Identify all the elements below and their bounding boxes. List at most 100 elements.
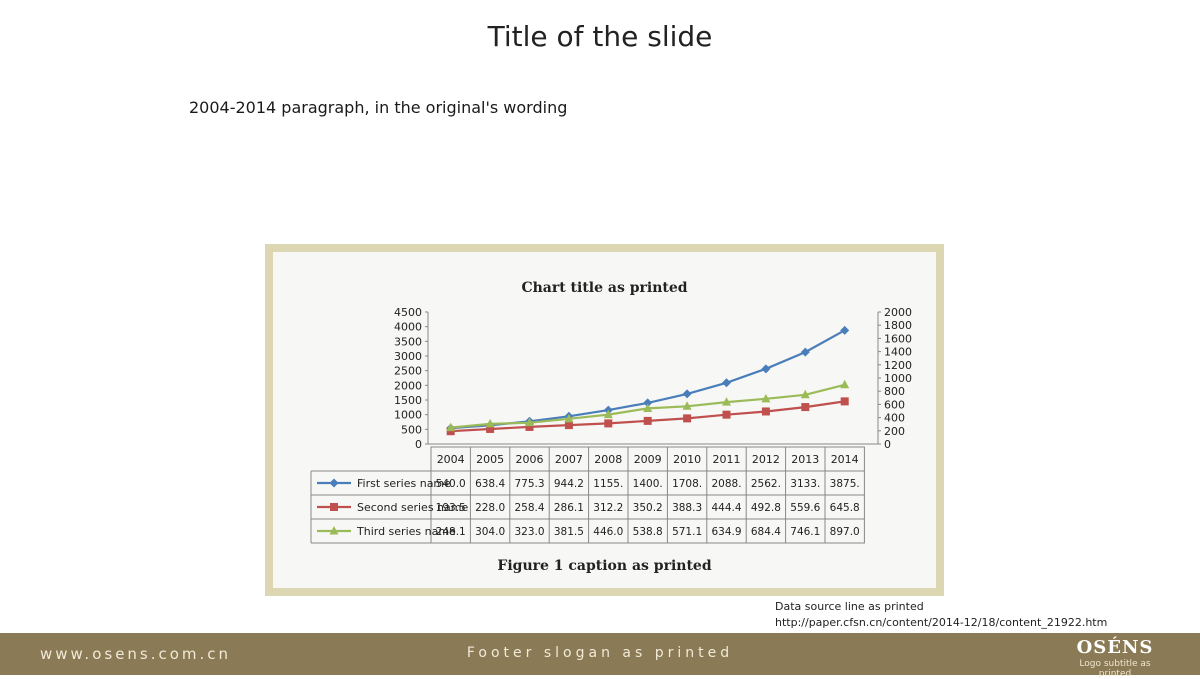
x-tick-label: 2013 <box>791 453 819 466</box>
data-label: 444.4 <box>711 502 741 514</box>
data-label: 350.2 <box>633 502 663 514</box>
body-paragraph: 2004-2014 paragraph, in the original's w… <box>189 98 568 117</box>
data-point-diamond <box>761 364 771 374</box>
x-tick-label: 2010 <box>673 453 701 466</box>
data-label: 304.0 <box>475 526 505 538</box>
data-label: 1400. <box>633 478 663 490</box>
source-line: Data source line as printed <box>775 600 924 613</box>
legend-marker <box>330 503 338 511</box>
data-point-diamond <box>800 347 810 357</box>
data-label: 775.3 <box>514 478 544 490</box>
data-label: 1155. <box>593 478 623 490</box>
y-left-tick-label: 1000 <box>394 409 422 422</box>
x-tick-label: 2007 <box>555 453 583 466</box>
data-label: 492.8 <box>751 502 781 514</box>
chart-panel: Chart title as printed 4500 4000 3500 3000 2… <box>273 252 936 588</box>
data-label: 559.6 <box>790 502 820 514</box>
data-label: 897.0 <box>830 526 860 538</box>
x-tick-label: 2009 <box>634 453 662 466</box>
data-label: 388.3 <box>672 502 702 514</box>
chart-figure: Chart title as printed 4500 4000 3500 3000 2… <box>265 244 944 596</box>
data-label: 323.0 <box>514 526 544 538</box>
data-label: 228.0 <box>475 502 505 514</box>
y-left-tick-label: 3500 <box>394 335 422 348</box>
series-line-0 <box>450 329 846 430</box>
data-label: 1708. <box>672 478 702 490</box>
y-left-tick-label: 0 <box>415 438 422 451</box>
y-left-tick-label: 1500 <box>394 394 422 407</box>
data-label: 2088. <box>711 478 741 490</box>
data-point-triangle <box>446 422 456 432</box>
x-tick-label: 2012 <box>752 453 780 466</box>
data-label: 248.1 <box>436 526 466 538</box>
y-right-tick-label: 1400 <box>884 346 912 359</box>
data-point-square <box>801 403 810 412</box>
logo-subtitle: Logo subtitle as printed <box>1079 659 1151 679</box>
footer-bar: www.osens.com.cn Footer slogan as printe… <box>0 633 1200 679</box>
data-point-diamond <box>643 398 653 408</box>
data-point-triangle <box>761 393 771 403</box>
data-label: 258.4 <box>514 502 544 514</box>
data-label: 312.2 <box>593 502 623 514</box>
data-point-triangle <box>682 401 692 410</box>
x-tick-label: 2004 <box>437 453 465 466</box>
data-point-square <box>604 419 613 428</box>
chart-title: Chart title as printed <box>521 280 688 296</box>
y-left-tick-label: 2000 <box>394 379 422 392</box>
data-label: 286.1 <box>554 502 584 514</box>
data-point-triangle <box>525 417 534 427</box>
y-right-tick-label: 1800 <box>884 319 912 332</box>
y-right-tick-label: 800 <box>884 385 905 398</box>
y-right-tick-label: 200 <box>884 425 905 438</box>
data-point-square <box>446 427 455 436</box>
y-right-tick-label: 1200 <box>884 359 912 372</box>
data-label: 193.5 <box>436 502 466 514</box>
data-point-diamond <box>682 389 692 399</box>
data-point-square <box>643 416 652 425</box>
data-label: 540.0 <box>436 478 466 490</box>
data-point-triangle <box>722 397 731 406</box>
y-left-tick-label: 3000 <box>394 350 422 363</box>
y-right-tick-label: 1600 <box>884 332 912 345</box>
data-point-triangle <box>564 413 574 423</box>
data-point-diamond <box>722 378 731 388</box>
y-left-tick-label: 4000 <box>394 321 422 334</box>
data-label: 571.1 <box>672 526 702 538</box>
chart-svg: 4500400035003000250020001500100050002000… <box>310 306 912 544</box>
data-label: 2562. <box>751 478 781 490</box>
data-point-triangle <box>485 418 495 428</box>
footer-website[interactable]: www.osens.com.cn <box>40 645 232 663</box>
data-label: 638.4 <box>475 478 505 490</box>
slide-title: Title of the slide <box>487 20 713 53</box>
x-tick-label: 2014 <box>831 453 859 466</box>
source-url[interactable]: http://paper.cfsn.cn/content/2014-12/18/… <box>775 616 1108 629</box>
data-point-square <box>761 407 770 416</box>
legend-marker <box>329 478 339 488</box>
footer-slogan: Footer slogan as printed <box>466 645 734 661</box>
y-right-tick-label: 600 <box>884 398 905 411</box>
legend-label: Third series name <box>356 525 456 538</box>
data-label: 684.4 <box>751 526 781 538</box>
data-point-diamond <box>840 325 850 335</box>
figure-caption: Figure 1 caption as printed <box>497 558 712 574</box>
data-point-square <box>683 414 692 423</box>
data-label: 944.2 <box>554 478 584 490</box>
data-point-triangle <box>603 409 613 419</box>
x-tick-label: 2008 <box>594 453 622 466</box>
brand-logo: OSÉNS Logo subtitle as printed <box>1070 637 1160 679</box>
y-right-tick-label: 1000 <box>884 372 912 385</box>
data-label: 645.8 <box>830 502 860 514</box>
data-label: 446.0 <box>593 526 623 538</box>
data-point-triangle <box>800 389 810 399</box>
data-point-square <box>525 422 534 431</box>
x-tick-label: 2006 <box>516 453 544 466</box>
data-point-triangle <box>643 403 653 412</box>
y-right-tick-label: 400 <box>884 412 905 425</box>
legend-marker <box>329 526 339 535</box>
legend-label: Second series name <box>357 501 468 514</box>
legend-label: First series name <box>357 477 451 490</box>
data-label: 746.1 <box>790 526 820 538</box>
logo-wordmark: OSÉNS <box>1076 637 1154 658</box>
data-source: Data source line as printed http://paper… <box>775 599 1107 631</box>
data-label: 381.5 <box>554 526 584 538</box>
